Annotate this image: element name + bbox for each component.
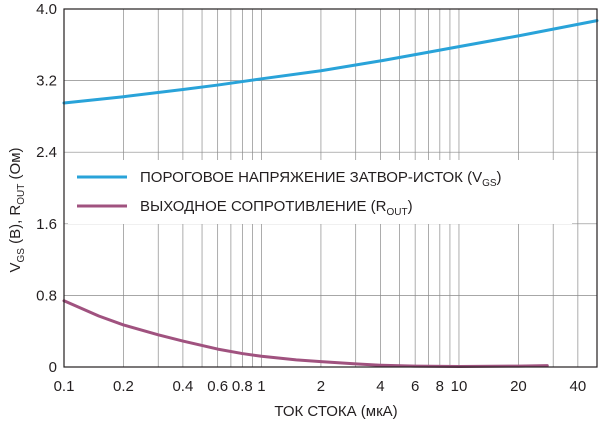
y-tick-labels: 0 0.8 1.6 2.4 3.2 4.0: [36, 1, 57, 376]
y-tick-label: 3.2: [36, 73, 57, 90]
x-tick-label: 0.2: [113, 378, 134, 395]
x-tick-label: 0.6: [207, 378, 228, 395]
y-tick-label: 4.0: [36, 1, 57, 18]
x-tick-label: 0.1: [54, 378, 75, 395]
x-tick-label: 10: [451, 378, 468, 395]
x-tick-labels: 0.1 0.2 0.4 0.6 0.8 1 2 4 6 8 10 20 40: [54, 378, 587, 395]
y-tick-label: 0.8: [36, 287, 57, 304]
y-axis-label-sub2: OUT: [16, 184, 27, 205]
x-tick-label: 4: [376, 378, 384, 395]
x-tick-label: 2: [317, 378, 325, 395]
legend-label-rout-part1: ВЫХОДНОЕ СОПРОТИВЛЕНИЕ (R: [140, 198, 387, 215]
y-axis-label: VGS (В), ROUT (Ом): [7, 147, 27, 272]
y-axis-label-sub1: GS: [16, 248, 27, 263]
y-axis-label-part2: (В), R: [7, 205, 24, 248]
x-tick-label: 0.4: [172, 378, 193, 395]
x-tick-label: 1: [257, 378, 265, 395]
legend-label-rout: ВЫХОДНОЕ СОПРОТИВЛЕНИЕ (ROUT): [140, 198, 413, 218]
y-axis-label-part3: (Ом): [7, 147, 24, 183]
y-tick-label: 1.6: [36, 216, 57, 233]
series-line-1: [62, 299, 549, 369]
legend-label-vgs: ПОРОГОВОЕ НАПРЯЖЕНИЕ ЗАТВОР-ИСТОК (VGS): [140, 169, 502, 189]
x-tick-label: 8: [436, 378, 444, 395]
x-tick-label: 40: [570, 378, 587, 395]
x-axis-label: ТОК СТОКА (мкА): [274, 403, 397, 420]
y-axis-label-part1: V: [7, 263, 24, 273]
x-tick-label: 0.8: [232, 378, 253, 395]
legend-label-vgs-sub: GS: [482, 178, 497, 189]
legend-label-rout-sub: OUT: [387, 207, 408, 218]
x-tick-label: 6: [411, 378, 419, 395]
legend: ПОРОГОВОЕ НАПРЯЖЕНИЕ ЗАТВОР-ИСТОК (VGS) …: [77, 169, 502, 218]
legend-background: [68, 160, 572, 224]
y-tick-label: 2.4: [36, 144, 57, 161]
legend-label-vgs-part2: ): [497, 169, 502, 186]
x-tick-label: 20: [510, 378, 527, 395]
legend-label-rout-part2: ): [408, 198, 413, 215]
y-tick-label: 0: [49, 359, 57, 376]
plot-frame: [63, 8, 598, 368]
series-line-0: [62, 19, 599, 105]
legend-label-vgs-part1: ПОРОГОВОЕ НАПРЯЖЕНИЕ ЗАТВОР-ИСТОК (V: [140, 169, 482, 186]
series-group: [62, 19, 599, 369]
